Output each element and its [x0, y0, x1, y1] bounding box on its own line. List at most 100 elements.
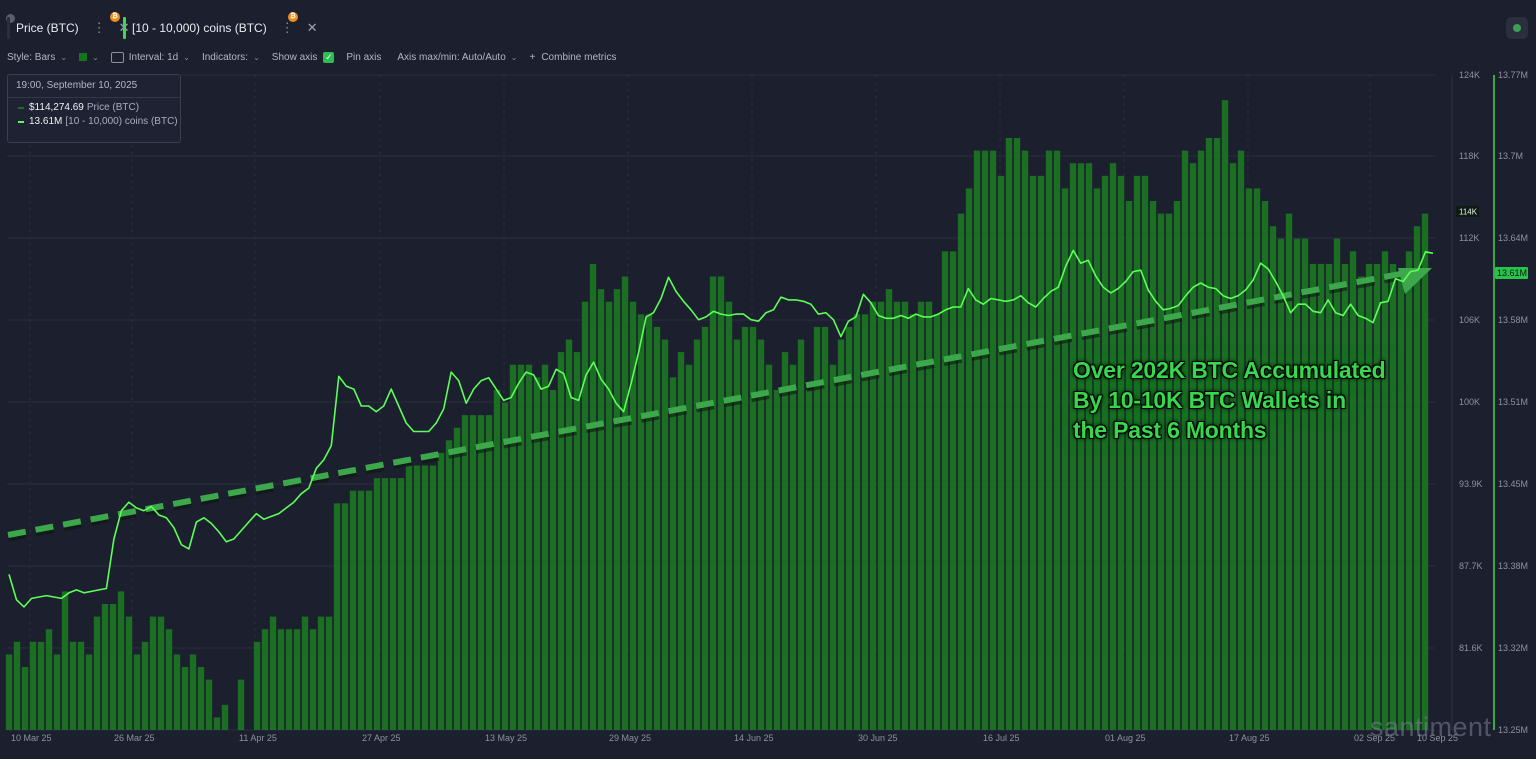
price-marker-bg: [1456, 206, 1479, 217]
holder-bar: [181, 667, 189, 730]
holder-bar: [1333, 238, 1341, 730]
holder-bar: [1037, 175, 1045, 731]
more-icon[interactable]: ⋮: [280, 20, 294, 35]
show-axis-toggle[interactable]: Show axis ✓: [271, 51, 335, 63]
holder-bar: [797, 339, 805, 730]
holder-bar: [541, 364, 549, 730]
holder-bar: [749, 326, 757, 730]
price-axis-tick: 118K: [1459, 151, 1479, 161]
holder-bar: [885, 289, 893, 730]
holder-bar: [637, 314, 645, 730]
holders-label: [10 - 10,000) coins (BTC): [65, 116, 178, 127]
holder-bar: [85, 654, 93, 730]
holder-bar: [685, 364, 693, 730]
style-dropdown[interactable]: Style: Bars ⌄: [7, 52, 67, 63]
holder-bar: [5, 654, 13, 730]
check-icon[interactable]: ✓: [323, 51, 335, 63]
holders-axis-tick: 13.7M: [1498, 151, 1523, 161]
holder-bar: [837, 339, 845, 730]
holder-bar: [1013, 138, 1021, 730]
holder-bar: [285, 629, 293, 730]
holder-bar: [861, 314, 869, 730]
holders-current-marker: 13.61M: [1497, 268, 1527, 278]
holder-bar: [445, 440, 453, 730]
holder-bar: [37, 641, 45, 730]
pin-axis-label: Pin axis: [346, 51, 382, 63]
holder-bar: [1165, 213, 1173, 731]
holder-bar: [1053, 150, 1061, 731]
holders-axis-tick: 13.45M: [1498, 479, 1528, 489]
x-axis-tick: 16 Jul 25: [983, 733, 1020, 743]
price-current-marker: 114K: [1459, 208, 1478, 217]
holder-bar: [661, 339, 669, 730]
holder-bar: [1421, 213, 1429, 731]
annotation-text: Over 202K BTC Accumulated By 10-10K BTC …: [1073, 355, 1386, 445]
settings-icon[interactable]: [1506, 17, 1528, 39]
holder-bar: [429, 465, 437, 730]
axis-minmax-dropdown[interactable]: Axis max/min: Auto/Auto ⌄: [397, 52, 517, 63]
holder-bar: [1069, 163, 1077, 730]
holder-bar: [701, 326, 709, 730]
holder-bar: [725, 301, 733, 730]
indicators-dropdown[interactable]: Indicators: ⌄: [202, 52, 260, 63]
lock-icon: [6, 14, 15, 23]
annotation-line-1: Over 202K BTC Accumulated: [1073, 357, 1386, 383]
price-axis-tick: 106K: [1459, 315, 1480, 325]
holder-bar: [901, 301, 909, 730]
calendar-icon: [110, 51, 124, 63]
holder-bar: [493, 389, 501, 730]
holder-bar: [981, 150, 989, 731]
x-axis-tick: 11 Apr 25: [239, 733, 277, 743]
bitcoin-icon: ₿: [288, 12, 298, 22]
interval-dropdown[interactable]: Interval: 1d ⌄: [110, 51, 190, 63]
holder-bar: [821, 326, 829, 730]
holder-bar: [813, 326, 821, 730]
holder-bar: [989, 150, 997, 731]
holders-axis-tick: 13.25M: [1498, 725, 1528, 735]
holder-bar: [781, 352, 789, 730]
color-swatch: [79, 53, 88, 61]
holder-bar: [253, 641, 261, 730]
combine-metrics-button[interactable]: + Combine metrics: [529, 52, 616, 63]
holder-bar: [741, 326, 749, 730]
holder-bar: [173, 654, 181, 730]
holder-bar: [333, 503, 341, 730]
tab-holders[interactable]: [10 - 10,000) coins (BTC) ⋮ ✕: [123, 14, 318, 42]
bitcoin-icon: ₿: [110, 12, 120, 22]
holder-bar: [965, 188, 973, 730]
holders-value: 13.61M: [29, 116, 63, 127]
holder-bar: [1021, 150, 1029, 731]
x-axis-tick: 10 Mar 25: [11, 733, 52, 743]
color-picker[interactable]: ⌄: [79, 53, 99, 62]
holder-bar: [1261, 201, 1269, 730]
holder-bar: [141, 641, 149, 730]
x-axis-tick: 27 Apr 25: [362, 733, 401, 743]
show-axis-label: Show axis: [271, 51, 318, 63]
holder-bar: [645, 314, 653, 730]
holders-legend-swatch: [18, 121, 24, 123]
chevron-down-icon: ⌄: [92, 52, 99, 62]
price-label: Price (BTC): [86, 102, 140, 113]
holder-bar: [1061, 188, 1069, 730]
holder-bar: [61, 591, 69, 730]
pin-axis-toggle[interactable]: Pin axis: [346, 52, 381, 63]
holder-bar: [237, 679, 245, 730]
price-value: $114,274.69: [29, 102, 84, 113]
close-icon[interactable]: ✕: [306, 20, 318, 35]
plus-icon: +: [529, 51, 536, 63]
price-axis-tick: 112K: [1459, 233, 1479, 243]
holder-bar: [1005, 138, 1013, 730]
holder-bar: [1389, 263, 1397, 730]
holder-bar: [733, 339, 741, 730]
more-icon[interactable]: ⋮: [92, 20, 106, 35]
holder-bar: [189, 654, 197, 730]
holder-bar: [317, 616, 325, 730]
holder-bar: [917, 301, 925, 730]
holder-bar: [93, 616, 101, 730]
holder-bar: [1085, 163, 1093, 730]
holder-bar: [1205, 138, 1213, 730]
holder-bar: [997, 175, 1005, 731]
x-axis-tick: 29 May 25: [609, 733, 651, 743]
x-axis-tick: 13 May 25: [485, 733, 527, 743]
